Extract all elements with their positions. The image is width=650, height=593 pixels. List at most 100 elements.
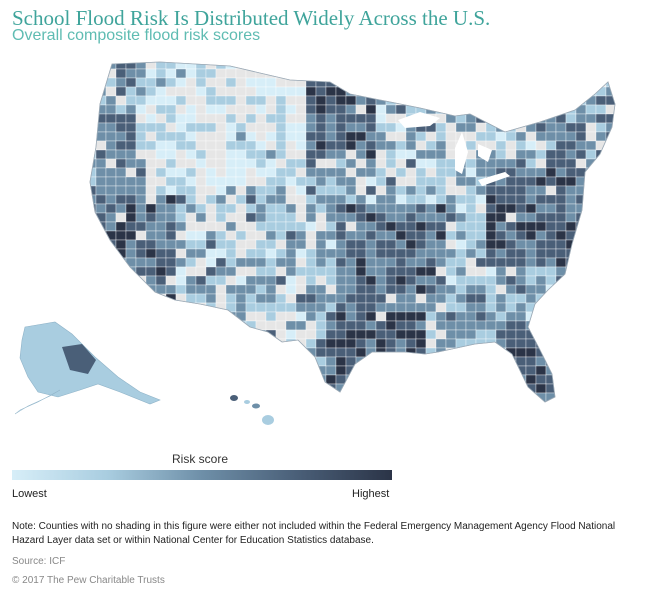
county-cell xyxy=(555,257,567,268)
county-cell xyxy=(485,194,497,205)
county-cell xyxy=(215,176,227,187)
county-cell xyxy=(375,176,387,187)
county-cell xyxy=(395,230,407,241)
county-cell xyxy=(255,131,267,142)
county-cell xyxy=(585,383,597,394)
county-cell xyxy=(405,176,417,187)
county-cell xyxy=(375,392,387,402)
county-cell xyxy=(375,356,387,367)
county-cell xyxy=(495,284,507,295)
county-cell xyxy=(295,140,307,151)
county-cell xyxy=(405,95,417,106)
county-cell xyxy=(295,203,307,214)
county-cell xyxy=(435,392,447,402)
county-cell xyxy=(90,221,97,232)
county-cell xyxy=(595,230,607,241)
county-cell xyxy=(305,203,317,214)
county-cell xyxy=(395,266,407,277)
county-cell xyxy=(375,302,387,313)
county-cell xyxy=(585,230,597,241)
county-cell xyxy=(505,230,517,241)
county-cell xyxy=(315,158,327,169)
county-cell xyxy=(145,122,157,133)
county-cell xyxy=(305,95,317,106)
county-cell xyxy=(495,194,507,205)
county-cell xyxy=(205,149,217,160)
county-cell xyxy=(315,284,327,295)
county-cell xyxy=(205,176,217,187)
county-cell xyxy=(616,267,626,276)
county-cell xyxy=(565,320,577,331)
county-cell xyxy=(235,365,247,376)
county-cell xyxy=(185,374,197,385)
county-cell xyxy=(185,203,197,214)
legend-low-label: Lowest xyxy=(12,488,47,500)
county-cell xyxy=(105,401,117,402)
county-cell xyxy=(495,248,507,259)
county-cell xyxy=(605,356,615,367)
county-cell xyxy=(405,140,417,151)
county-cell xyxy=(325,68,337,79)
county-cell xyxy=(125,113,137,124)
county-cell xyxy=(125,140,137,151)
county-cell xyxy=(555,68,567,79)
county-cell xyxy=(155,248,167,259)
county-cell xyxy=(565,140,577,151)
county-cell xyxy=(395,365,407,376)
county-cell xyxy=(415,311,427,322)
county-cell xyxy=(145,113,157,124)
county-cell xyxy=(595,131,607,142)
county-cell xyxy=(105,68,117,79)
county-cell xyxy=(275,95,287,106)
county-cell xyxy=(465,194,477,205)
county-cell xyxy=(425,194,437,205)
county-cell xyxy=(415,275,427,286)
county-cell xyxy=(235,194,247,205)
county-cell xyxy=(205,338,217,349)
county-cell xyxy=(345,329,357,340)
county-cell xyxy=(525,257,537,268)
county-cell xyxy=(245,266,257,277)
county-cell xyxy=(515,221,527,232)
county-cell xyxy=(185,86,197,97)
county-cell xyxy=(345,158,357,169)
county-cell xyxy=(575,365,587,376)
county-cell xyxy=(465,221,477,232)
county-cell xyxy=(345,248,357,259)
county-cell xyxy=(385,311,397,322)
chart-title: School Flood Risk Is Distributed Widely … xyxy=(12,6,491,30)
county-cell xyxy=(135,113,147,124)
county-cell xyxy=(95,347,107,358)
county-cell xyxy=(375,293,387,304)
county-cell xyxy=(215,212,227,223)
county-cell xyxy=(595,194,607,205)
county-cell xyxy=(485,104,497,115)
county-cell xyxy=(155,149,167,160)
county-cell xyxy=(245,239,257,250)
lake-huron xyxy=(478,144,492,162)
county-cell xyxy=(275,149,287,160)
county-cell xyxy=(125,401,137,402)
county-cell xyxy=(105,212,117,223)
county-cell xyxy=(575,77,587,88)
county-cell xyxy=(335,62,347,70)
county-cell xyxy=(565,149,577,160)
county-cell xyxy=(335,374,347,385)
county-cell xyxy=(355,113,367,124)
county-cell xyxy=(535,104,547,115)
county-cell xyxy=(275,203,287,214)
county-cell xyxy=(155,293,167,304)
county-cell xyxy=(365,203,377,214)
county-cell xyxy=(616,213,626,222)
county-cell xyxy=(555,185,567,196)
county-cell xyxy=(295,311,307,322)
county-cell xyxy=(455,176,467,187)
county-cell xyxy=(495,275,507,286)
county-cell xyxy=(245,185,257,196)
county-cell xyxy=(425,68,437,79)
county-cell xyxy=(545,302,557,313)
county-cell xyxy=(155,221,167,232)
county-cell xyxy=(125,239,137,250)
county-cell xyxy=(185,158,197,169)
county-cell xyxy=(265,230,277,241)
